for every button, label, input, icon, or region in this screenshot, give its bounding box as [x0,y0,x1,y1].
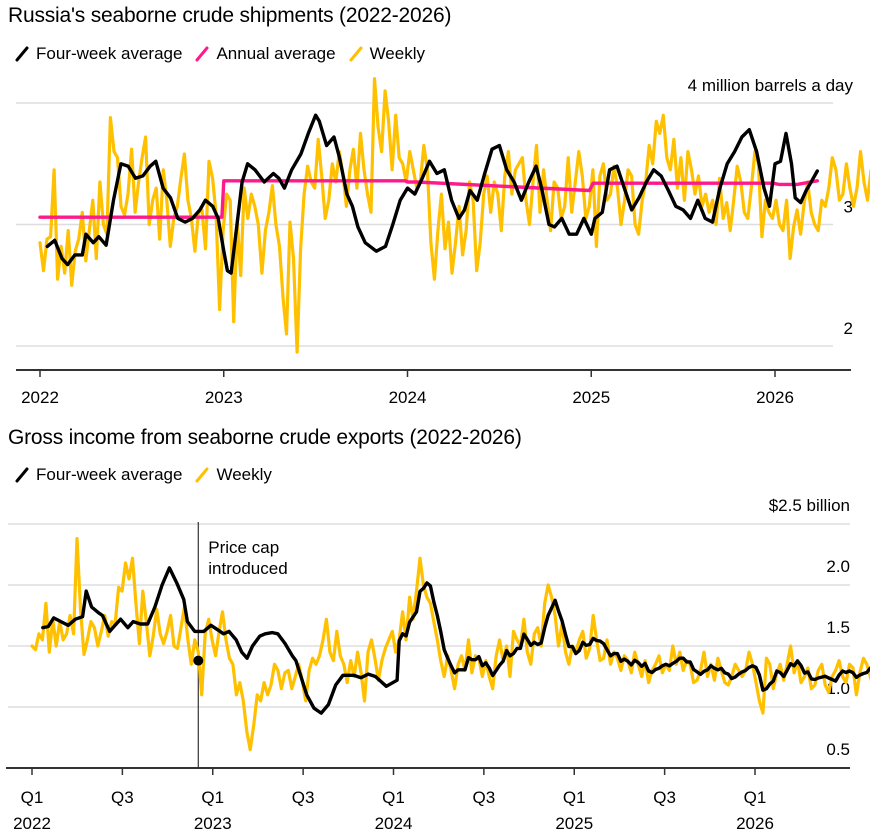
y-tick-label: $2.5 billion [769,496,850,515]
legend-label: Four-week average [36,465,183,484]
x-tick-label: 2023 [205,388,243,407]
legend-income: Four-week average Weekly [14,465,284,485]
x-tick-label: Q3 [653,788,676,807]
series-weekly-line [30,537,870,752]
legend-swatch-black-icon [15,46,29,62]
series-weekly-line [38,77,870,354]
price-cap-marker-dot [193,655,204,666]
x-tick-label: Q3 [111,788,134,807]
legend-swatch-yellow-icon [195,467,209,483]
y-tick-label: 2 [844,319,853,338]
series-four-week-average-line [45,113,819,275]
x-tick-label: Q1 [563,788,586,807]
legend-swatch-pink-icon [195,46,209,62]
x-tick-label: Q3 [292,788,315,807]
shipments-chart: 4 million barrels a day 3 2 2022 2023 2024 202… [16,76,870,407]
legend-label: Annual average [216,44,336,63]
x-tick-label: 2026 [756,388,794,407]
x-tick-year-label: 2023 [194,814,232,833]
series-four-week-average-line [41,566,870,715]
chart-title-income: Gross income from seaborne crude exports… [8,426,522,449]
legend-swatch-black-icon [15,467,29,483]
y-tick-label: 2.0 [826,557,850,576]
x-tick-label: Q1 [382,788,405,807]
x-tick-label: 2025 [572,388,610,407]
series-annual-average-line [38,179,819,219]
y-tick-label: 3 [844,198,853,217]
x-tick-year-label: 2025 [555,814,593,833]
x-tick-label: Q3 [473,788,496,807]
annotation-label: introduced [208,559,287,578]
x-tick-label: 2022 [21,388,59,407]
x-tick-label: 2024 [389,388,427,407]
legend-label: Weekly [369,44,425,63]
legend-label: Four-week average [36,44,183,63]
legend-label: Weekly [216,465,272,484]
x-tick-label: Q1 [201,788,224,807]
legend-item-four-week: Four-week average [14,465,182,485]
x-tick-label: Q1 [744,788,767,807]
legend-shipments: Four-week average Annual average Weekly [14,44,437,64]
y-tick-label: 1.0 [826,679,850,698]
y-tick-label: 0.5 [826,740,850,759]
legend-item-annual: Annual average [194,44,336,64]
x-tick-label: Q1 [21,788,44,807]
x-tick-year-label: 2022 [13,814,51,833]
x-tick-year-label: 2026 [736,814,774,833]
chart-title-shipments: Russia's seaborne crude shipments (2022-… [8,4,452,27]
legend-swatch-yellow-icon [349,46,363,62]
y-tick-label: 1.5 [826,618,850,637]
annotation-label: Price cap [208,538,279,557]
x-tick-year-label: 2024 [375,814,413,833]
legend-item-weekly: Weekly [348,44,425,64]
legend-item-four-week: Four-week average [14,44,182,64]
legend-item-weekly: Weekly [194,465,272,485]
y-tick-label: 4 million barrels a day [688,76,854,95]
